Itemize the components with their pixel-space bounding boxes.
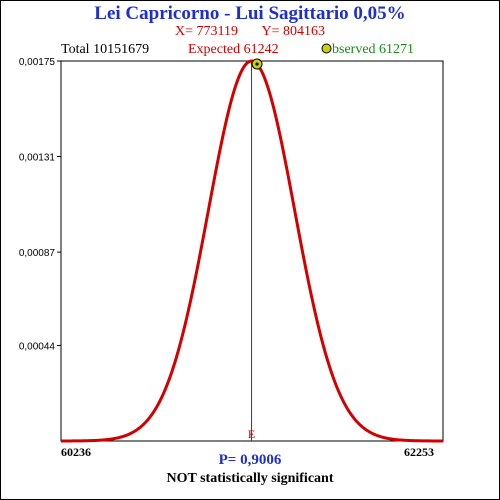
chart-title: Lei Capricorno - Lui Sagittario 0,05% (94, 3, 406, 24)
x-tick-max: 62253 (404, 445, 434, 459)
y-tick-label-3: 0,00044 (19, 341, 56, 352)
x-tick-min: 60236 (61, 445, 91, 459)
x-value: X= 773119 (174, 24, 238, 39)
observed-count: bserved 61271 (321, 42, 414, 58)
significance-verdict: NOT statistically significant (166, 471, 334, 486)
observed-legend-icon (321, 43, 332, 54)
xy-values: X= 773119 Y= 804163 (1, 24, 499, 40)
expected-count: Expected 61242 (188, 42, 279, 57)
total-count: Total 10151679 (61, 42, 150, 57)
y-tick-label-0: 0,00175 (19, 57, 56, 68)
observed-label: bserved 61271 (332, 42, 415, 57)
observed-marker-center (255, 62, 259, 66)
y-tick-label-2: 0,00087 (19, 248, 56, 259)
p-value: P= 0,9006 (218, 452, 282, 468)
y-tick-label-1: 0,00131 (19, 153, 56, 164)
expected-marker-label: E (248, 427, 255, 441)
y-value: Y= 804163 (261, 24, 325, 39)
